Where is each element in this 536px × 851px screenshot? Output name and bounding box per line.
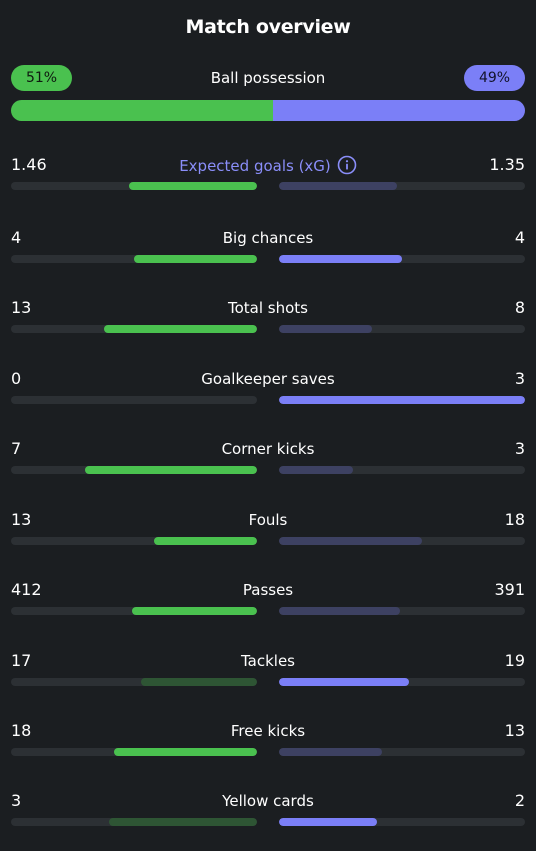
away-stat-bar-track [279,182,525,190]
away-stat-bar-track [279,607,525,615]
away-stat-bar-track [279,255,525,263]
stat-label: Goalkeeper saves [11,369,525,389]
stat-label-text: Corner kicks [221,440,315,458]
home-stat-value: 7 [11,439,22,458]
stat-label-text: Free kicks [230,722,306,740]
home-stat-bar-fill [134,255,257,263]
home-stat-bar-fill [104,325,257,333]
stat-row: 17 Tackles 19 [11,651,525,697]
home-stat-bar-track [11,678,257,686]
stat-row: 412 Passes 391 [11,580,525,626]
home-stat-value: 13 [11,298,32,317]
stat-label-text: Fouls [248,511,288,529]
stat-row: 4 Big chances 4 [11,228,525,274]
stat-label-text: Yellow cards [222,792,314,810]
stat-row: 7 Corner kicks 3 [11,439,525,485]
away-stat-bar-fill [279,818,378,826]
home-stat-bar-track [11,255,257,263]
home-stat-bar-fill [84,466,257,474]
info-icon[interactable] [337,155,357,175]
home-stat-bar-fill [141,678,257,686]
away-stat-value: 4 [514,228,525,247]
stat-label: Passes [11,580,525,600]
away-stat-bar-track [279,748,525,756]
stat-row: 13 Fouls 18 [11,510,525,556]
stat-row: 3 Yellow cards 2 [11,791,525,837]
home-stat-value: 17 [11,651,32,670]
away-stat-bar-fill [279,466,353,474]
away-stat-value: 8 [514,298,525,317]
away-stat-value: 18 [504,510,525,529]
stat-row: 18 Free kicks 13 [11,721,525,767]
away-stat-bar-track [279,325,525,333]
away-stat-bar-fill [279,607,400,615]
stat-label: Corner kicks [11,439,525,459]
away-stat-bar-fill [279,325,373,333]
stat-label: Big chances [11,228,525,248]
stat-label: Total shots [11,298,525,318]
away-stat-value: 13 [504,721,525,740]
stat-row: 13 Total shots 8 [11,298,525,344]
away-stat-bar-fill [279,748,383,756]
home-stat-bar-fill [109,818,257,826]
home-stat-value: 3 [11,791,22,810]
stat-label[interactable]: Expected goals (xG) [11,155,525,176]
home-stat-bar-track [11,325,257,333]
home-stat-value: 412 [11,580,42,599]
stat-label: Yellow cards [11,791,525,811]
home-stat-bar-track [11,537,257,545]
away-stat-bar-fill [279,678,410,686]
away-stat-value: 3 [514,369,525,388]
home-possession-badge: 51% [11,65,72,91]
away-stat-bar-fill [279,255,402,263]
home-stat-value: 13 [11,510,32,529]
home-stat-value: 18 [11,721,32,740]
away-stat-bar-track [279,678,525,686]
away-stat-bar-fill [279,182,398,190]
possession-bar-away [273,100,525,121]
home-stat-bar-fill [153,537,257,545]
away-stat-value: 391 [494,580,525,599]
stat-row: 1.46 Expected goals (xG) 1.35 [11,155,525,201]
stat-label-text: Expected goals (xG) [179,157,331,175]
home-stat-bar-fill [131,607,257,615]
home-stat-bar-track [11,466,257,474]
away-stat-value: 2 [514,791,525,810]
away-stat-value: 19 [504,651,525,670]
possession-label: Ball possession [210,69,326,87]
home-stat-bar-fill [129,182,257,190]
stat-label: Tackles [11,651,525,671]
home-stat-bar-fill [114,748,257,756]
stat-label-text: Total shots [228,299,308,317]
stat-label: Fouls [11,510,525,530]
home-stat-bar-track [11,818,257,826]
home-stat-bar-track [11,182,257,190]
possession-bar [11,100,525,121]
stat-label-text: Tackles [240,652,296,670]
possession-header: 51% Ball possession 49% [11,65,525,91]
away-stat-bar-track [279,818,525,826]
away-stat-value: 1.35 [489,155,525,174]
stat-row: 0 Goalkeeper saves 3 [11,369,525,415]
home-stat-value: 1.46 [11,155,47,174]
home-stat-bar-track [11,396,257,404]
stat-label-text: Big chances [222,229,314,247]
stat-label-text: Goalkeeper saves [201,370,335,388]
stat-label: Free kicks [11,721,525,741]
away-stat-bar-fill [279,396,525,404]
stat-label-text: Passes [242,581,294,599]
home-stat-bar-track [11,748,257,756]
away-stat-bar-track [279,396,525,404]
away-possession-badge: 49% [464,65,525,91]
page-title: Match overview [185,16,351,38]
away-stat-value: 3 [514,439,525,458]
possession-bar-home [11,100,274,121]
home-stat-value: 0 [11,369,22,388]
away-stat-bar-fill [279,537,422,545]
home-stat-bar-track [11,607,257,615]
away-stat-bar-track [279,537,525,545]
home-stat-value: 4 [11,228,22,247]
away-stat-bar-track [279,466,525,474]
